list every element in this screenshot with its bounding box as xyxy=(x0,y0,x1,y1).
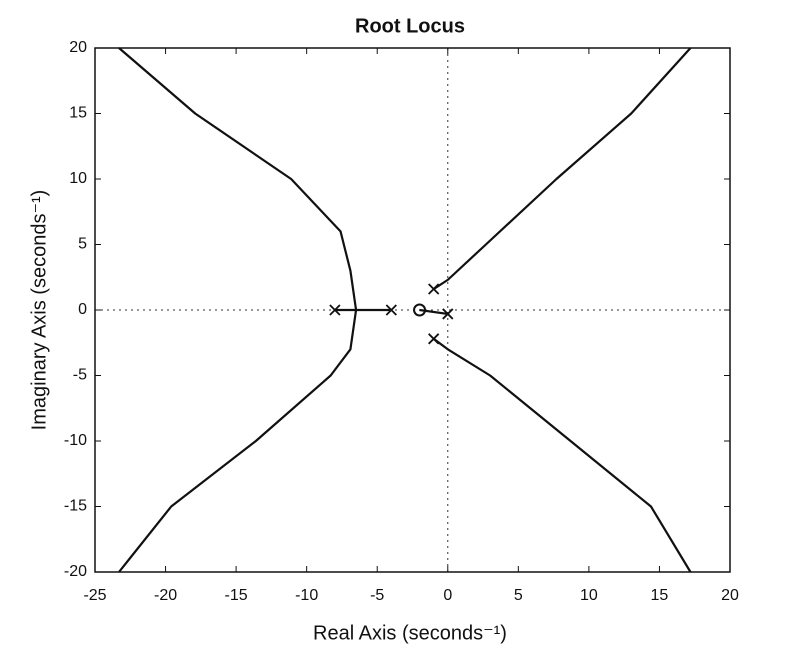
y-tick-label: 10 xyxy=(69,170,87,187)
x-tick-label: 10 xyxy=(580,587,598,604)
y-tick-label: -5 xyxy=(73,367,87,384)
x-tick-label: 20 xyxy=(721,587,739,604)
y-tick-label: -15 xyxy=(64,498,87,515)
pole-marker xyxy=(442,308,454,320)
pole-marker xyxy=(428,333,440,345)
y-tick-label: -20 xyxy=(64,563,87,580)
y-tick-label: 20 xyxy=(69,39,87,56)
x-tick-label: -20 xyxy=(154,587,177,604)
x-tick-label: -25 xyxy=(83,587,106,604)
x-tick-label: -10 xyxy=(295,587,318,604)
locus-branch xyxy=(433,47,692,290)
locus-branch xyxy=(118,309,358,573)
x-tick-label: 5 xyxy=(514,587,523,604)
x-tick-label: -15 xyxy=(225,587,248,604)
y-tick-label: 15 xyxy=(69,105,87,122)
y-axis-label: Imaginary Axis (seconds⁻¹) xyxy=(28,190,50,431)
y-tick-label: 0 xyxy=(78,301,87,318)
locus-branch xyxy=(433,337,692,573)
x-tick-label: 15 xyxy=(651,587,669,604)
pole-marker xyxy=(428,283,440,295)
pole-marker xyxy=(329,304,341,316)
y-tick-label: 5 xyxy=(78,236,87,253)
x-axis-label: Real Axis (seconds⁻¹) xyxy=(313,622,507,644)
x-tick-label: 0 xyxy=(443,587,452,604)
zero-marker xyxy=(413,303,427,317)
y-tick-label: -10 xyxy=(64,432,87,449)
pole-marker xyxy=(385,304,397,316)
chart-title: Root Locus xyxy=(355,15,465,37)
x-tick-label: -5 xyxy=(370,587,384,604)
